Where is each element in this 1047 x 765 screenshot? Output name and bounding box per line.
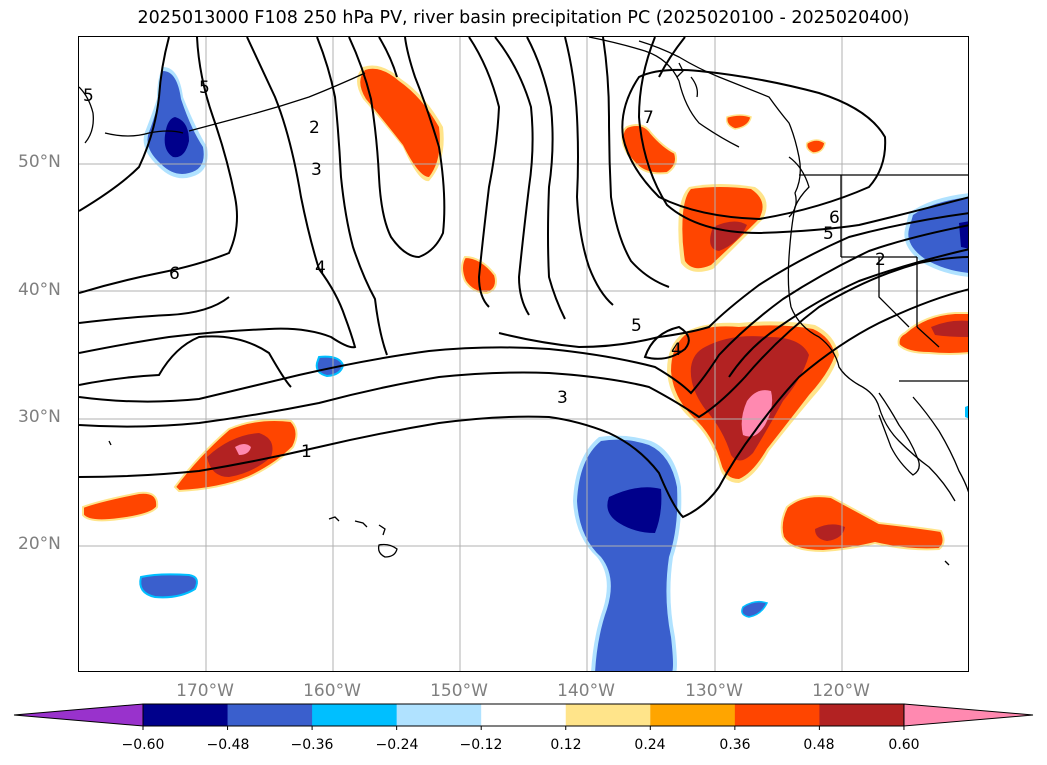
map-title: 2025013000 F108 250 hPa PV, river basin …: [137, 8, 910, 28]
pv-contours: [79, 37, 968, 519]
contour-label: 2: [309, 118, 320, 138]
map-canvas: 5 5 2 3 6 4 1 3 5 4 7 6 5 2: [79, 37, 968, 671]
colorbar-tick-label: 0.48: [803, 737, 835, 753]
contour-label-layer: 5 5 2 3 6 4 1 3 5 4 7 6 5 2: [83, 78, 886, 462]
colorbar-tick-label: 0.12: [550, 737, 582, 753]
colorbar-tick-label: 0.36: [719, 737, 751, 753]
contour-label: 1: [301, 442, 312, 462]
colorbar-segment: [312, 704, 398, 726]
colorbar-tick-label: 0.60: [888, 737, 920, 753]
colorbar-tick-label: −0.24: [375, 737, 419, 753]
colorbar-segment: [650, 704, 736, 726]
lon-label: 150°W: [430, 681, 488, 701]
colorbar-extend-max: [903, 703, 1034, 727]
colorbar-extend-min: [13, 703, 144, 727]
colorbar-segment: [734, 704, 820, 726]
contour-label: 5: [83, 86, 94, 106]
colorbar-segment: [565, 704, 651, 726]
colorbar-segment: [481, 704, 567, 726]
positive-precip-blob: [621, 124, 677, 175]
contour-label: 5: [631, 316, 642, 336]
graticule: [79, 37, 968, 671]
colorbar-tick-label: 0.24: [634, 737, 666, 753]
colorbar-segment: [143, 704, 229, 726]
colorbar-segment: [227, 704, 313, 726]
contour-label: 4: [315, 258, 326, 278]
contour-label: 5: [823, 224, 834, 244]
contour-label: 4: [671, 340, 682, 360]
contour-label: 2: [875, 250, 886, 270]
colorbar-tick-label: −0.60: [121, 737, 165, 753]
lon-label: 160°W: [303, 681, 361, 701]
precip-shading: [82, 65, 968, 671]
contour-label: 3: [311, 160, 322, 180]
colorbar-segment: [396, 704, 482, 726]
lat-label: 30°N: [18, 407, 61, 427]
colorbar-segments: [13, 703, 1034, 727]
colorbar-tick-label: −0.36: [290, 737, 334, 753]
contour-label: 6: [169, 264, 180, 284]
lon-label: 170°W: [176, 681, 234, 701]
contour-label: 5: [199, 78, 210, 98]
lon-label: 130°W: [685, 681, 743, 701]
lon-label: 140°W: [557, 681, 615, 701]
colorbar-tick-label: −0.48: [206, 737, 250, 753]
lat-label: 50°N: [18, 152, 61, 172]
lat-label: 20°N: [18, 534, 61, 554]
colorbar: [13, 703, 1034, 730]
colorbar-frame: [142, 703, 905, 727]
colorbar-segment: [819, 704, 905, 726]
lat-label: 40°N: [18, 280, 61, 300]
contour-label: 7: [643, 108, 654, 128]
contour-label: 6: [829, 208, 840, 228]
lon-label: 120°W: [812, 681, 870, 701]
colorbar-tick-label: −0.12: [459, 737, 503, 753]
contour-label: 3: [557, 388, 568, 408]
map-panel: 5 5 2 3 6 4 1 3 5 4 7 6 5 2: [78, 36, 969, 672]
